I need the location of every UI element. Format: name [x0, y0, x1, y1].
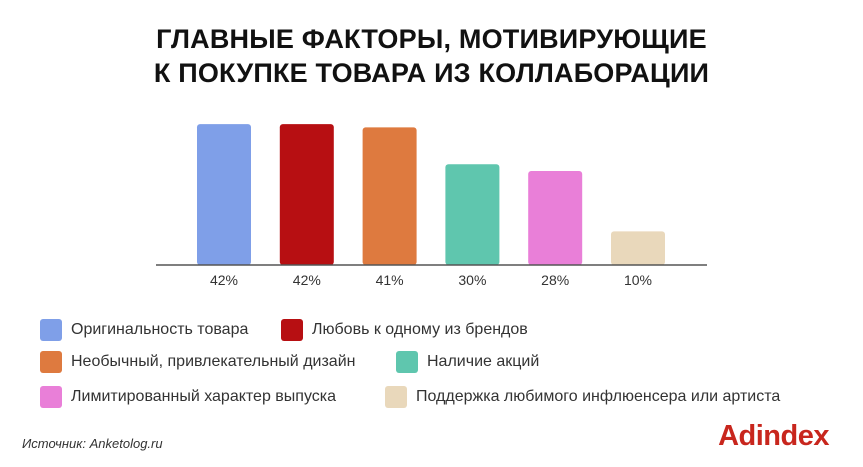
bar-5	[528, 171, 583, 265]
legend-swatch-5	[40, 386, 62, 408]
value-label-1: 42%	[210, 272, 238, 288]
bar-4	[445, 164, 500, 265]
legend-label-3: Необычный, привлекательный дизайн	[71, 353, 356, 370]
legend-swatch-1	[40, 319, 62, 341]
legend-label-4: Наличие акций	[427, 353, 540, 370]
value-label-4: 30%	[458, 272, 486, 288]
legend-label-2: Любовь к одному из брендов	[312, 321, 528, 338]
legend-swatch-4	[396, 351, 418, 373]
legend-item-2: Любовь к одному из брендов	[281, 318, 528, 342]
bar-1	[197, 124, 251, 265]
title-line-2: К ПОКУПКЕ ТОВАРА ИЗ КОЛЛАБОРАЦИИ	[153, 58, 710, 88]
value-label-5: 28%	[541, 272, 569, 288]
value-label-6: 10%	[624, 272, 652, 288]
legend-label-6: Поддержка любимого инфлюенсера или артис…	[416, 388, 781, 405]
chart-title: ГЛАВНЫЕ ФАКТОРЫ, МОТИВИРУЮЩИЕ К ПОКУПКЕ …	[0, 22, 863, 90]
legend-item-4: Наличие акций	[396, 350, 539, 374]
legend-swatch-2	[281, 319, 303, 341]
value-label-3: 41%	[376, 272, 404, 288]
title-line-1: ГЛАВНЫЕ ФАКТОРЫ, МОТИВИРУЮЩИЕ	[156, 24, 707, 54]
bar-3	[362, 127, 417, 266]
legend-item-6: Поддержка любимого инфлюенсера или артис…	[385, 385, 780, 409]
legend-swatch-3	[40, 351, 62, 373]
adindex-logo: Adindex	[718, 420, 829, 452]
legend-item-5: Лимитированный характер выпуска	[40, 385, 336, 409]
bar-2	[279, 124, 334, 265]
legend-item-1: Оригинальность товара	[40, 318, 248, 342]
legend-item-3: Необычный, привлекательный дизайн	[40, 350, 355, 374]
value-label-2: 42%	[293, 272, 321, 288]
bar-6	[611, 231, 665, 265]
source-note: Источник: Anketolog.ru	[22, 436, 163, 451]
legend-label-1: Оригинальность товара	[71, 321, 249, 338]
bar-chart: 42% 42% 41% 30% 28% 10%	[156, 124, 707, 288]
legend-label-5: Лимитированный характер выпуска	[71, 388, 337, 405]
legend-swatch-6	[385, 386, 407, 408]
